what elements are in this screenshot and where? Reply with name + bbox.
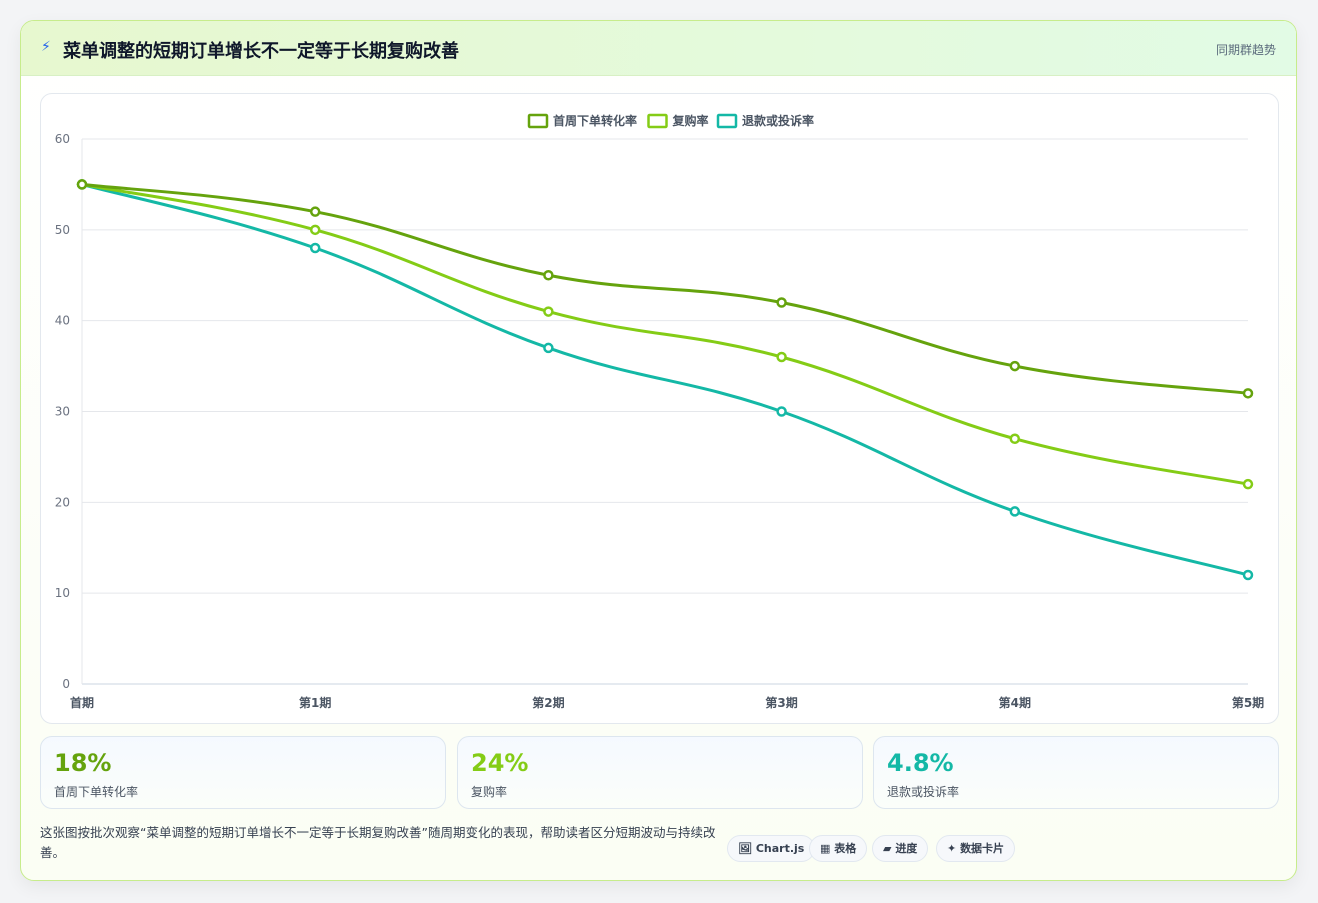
series-line (80, 182, 1250, 577)
data-point (1009, 506, 1021, 517)
line-chart: 0 10 20 30 40 50 60 首期 第1期 第2期 第3期 第4期 第5期 首周下单转化率 复购率… (55, 113, 1264, 710)
data-point (543, 270, 554, 281)
x-tick-label: 首期 (70, 695, 94, 710)
legend-label: 退款或投诉率 (742, 113, 814, 128)
image-icon: 🖼 (738, 842, 752, 855)
data-point (776, 406, 787, 417)
pill-label: 表格 (834, 842, 857, 855)
y-tick-label: 40 (55, 314, 70, 328)
table-icon: ▦ (820, 842, 831, 855)
data-point (1242, 478, 1254, 490)
y-tick-label: 0 (62, 677, 70, 691)
x-tick-label: 第2期 (532, 695, 564, 710)
data-point (1242, 569, 1254, 581)
kpi-card-refund: 4.8% 退款或投诉率 (873, 736, 1279, 809)
series-line (80, 182, 1250, 395)
pill-label: 数据卡片 (960, 842, 1005, 855)
pill-progress[interactable]: ▰ 进度 (872, 835, 929, 862)
legend-swatch (716, 113, 738, 129)
bolt-icon: ⚡ (41, 39, 51, 55)
kpi-card-repurchase: 24% 复购率 (457, 736, 863, 809)
y-tick-label: 30 (55, 405, 70, 419)
y-tick-label: 60 (55, 132, 70, 146)
data-point (543, 342, 554, 354)
data-point (776, 297, 787, 308)
pill-data-card[interactable]: ✦ 数据卡片 (936, 835, 1016, 862)
pill-table[interactable]: ▦ 表格 (809, 835, 868, 862)
kpi-label: 复购率 (471, 785, 508, 799)
kpi-card-conversion: 18% 首周下单转化率 (40, 736, 446, 809)
y-tick-label: 20 (55, 495, 70, 509)
pill-chartjs[interactable]: 🖼 Chart.js (727, 835, 816, 862)
data-point (309, 224, 321, 236)
data-point (1009, 360, 1021, 372)
legend-swatch (647, 113, 668, 129)
kpi-label: 退款或投诉率 (887, 785, 960, 799)
kpi-value: 24% (471, 749, 529, 777)
card-header: ⚡ 菜单调整的短期订单增长不一定等于长期复购改善 同期群趋势 (21, 21, 1296, 76)
legend-label: 复购率 (672, 113, 709, 128)
data-point (309, 242, 321, 254)
dashboard-card: ⚡ 菜单调整的短期订单增长不一定等于长期复购改善 同期群趋势 0 10 20 30 40… (20, 20, 1297, 881)
kpi-label: 首周下单转化率 (54, 785, 139, 799)
chart-panel: 0 10 20 30 40 50 60 首期 第1期 第2期 第3期 第4期 第5期 首周下单转化率 复购率… (40, 93, 1279, 724)
x-tick-label: 第4期 (999, 695, 1031, 710)
kpi-value: 4.8% (887, 749, 954, 777)
kpi-value: 18% (54, 749, 112, 777)
sparkle-icon: ✦ (947, 842, 957, 855)
progress-icon: ▰ (883, 842, 892, 855)
data-point (543, 306, 554, 317)
data-point (1009, 433, 1021, 444)
header-tag: 同期群趋势 (1215, 43, 1276, 57)
chart-description: 这张图按批次观察“菜单调整的短期订单增长不一定等于长期复购改善”随周期变化的表现… (40, 825, 716, 860)
x-tick-label: 第5期 (1232, 695, 1264, 710)
page-title: 菜单调整的短期订单增长不一定等于长期复购改善 (63, 41, 459, 62)
data-point (309, 206, 321, 217)
pill-label: Chart.js (755, 842, 805, 855)
y-tick-label: 10 (55, 586, 70, 600)
x-tick-label: 第1期 (299, 695, 331, 710)
data-point (776, 351, 787, 363)
y-tick-label: 50 (55, 223, 70, 237)
legend-label: 首周下单转化率 (553, 113, 637, 128)
x-tick-label: 第3期 (765, 695, 797, 710)
legend-swatch (527, 113, 549, 129)
data-point (76, 179, 88, 190)
pill-label: 进度 (895, 842, 918, 855)
series-line (80, 182, 1250, 486)
data-point (1242, 388, 1254, 399)
